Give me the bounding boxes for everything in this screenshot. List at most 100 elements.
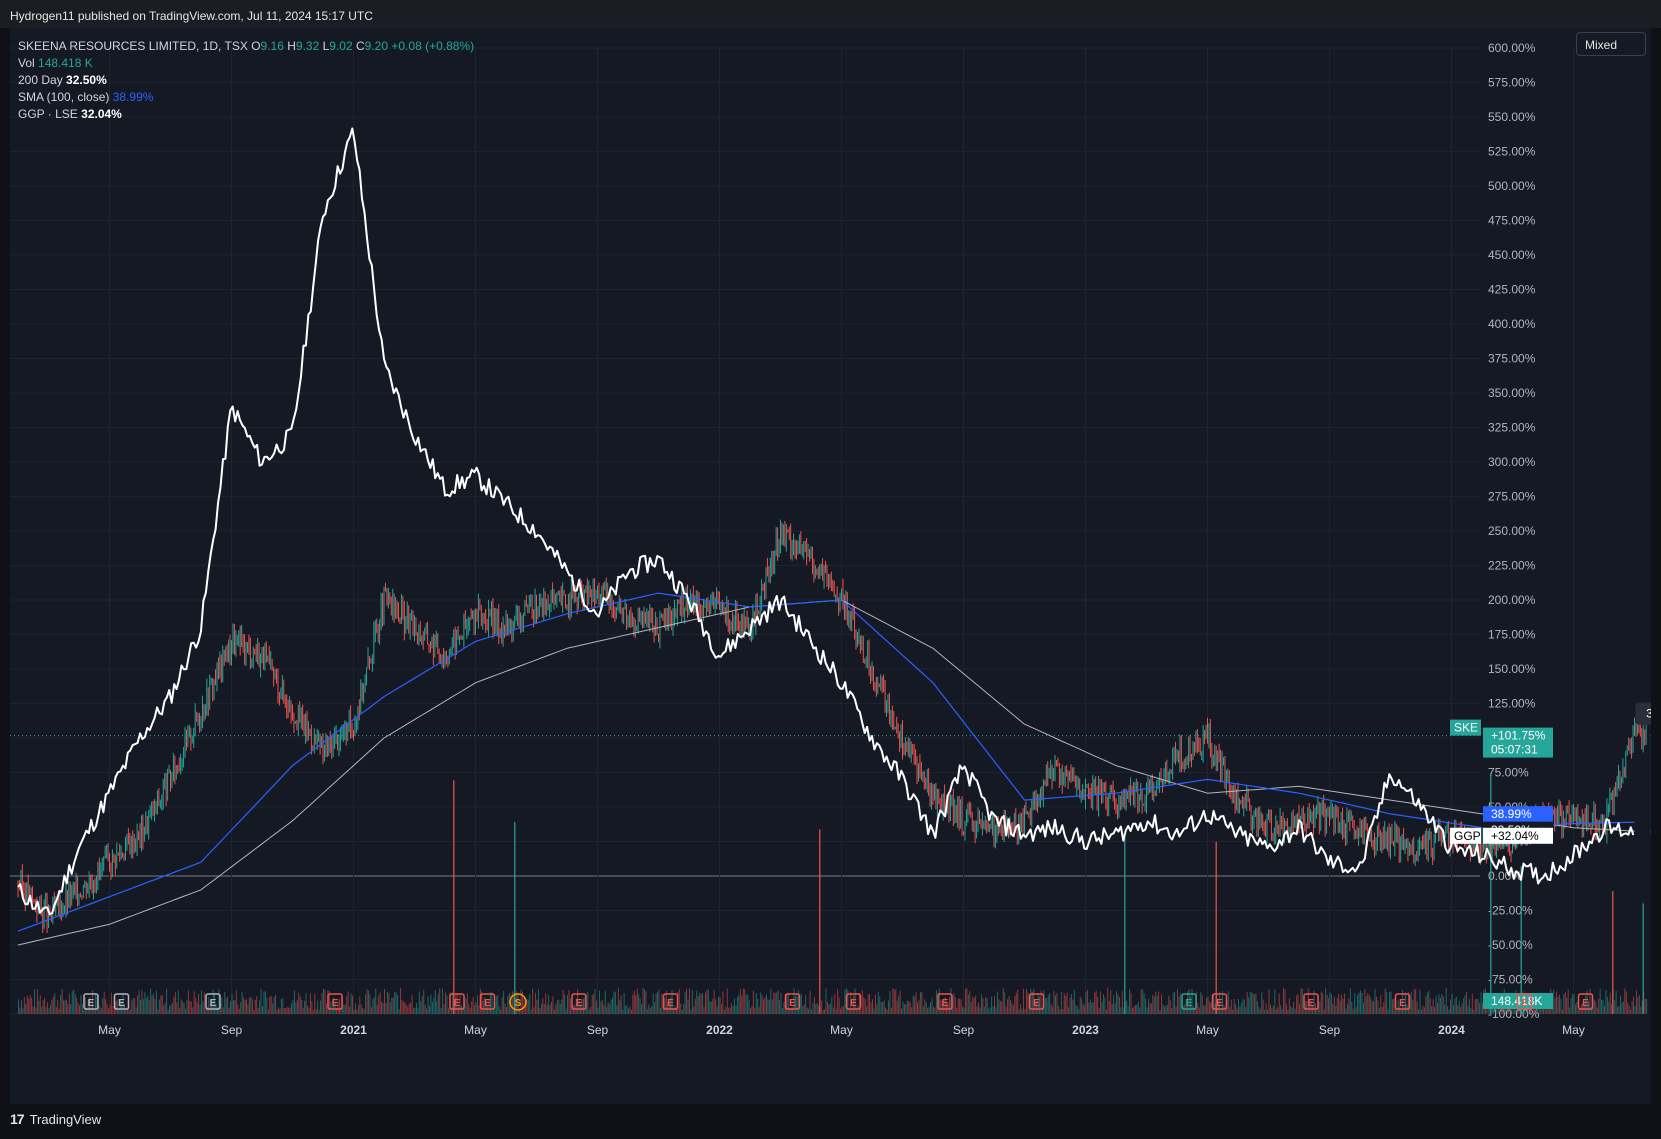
volume-bar (760, 992, 762, 1014)
volume-bar (141, 990, 143, 1014)
volume-bar (646, 1009, 648, 1014)
volume-bar (1464, 995, 1466, 1014)
volume-bar (1418, 1009, 1420, 1014)
y-tick-label: 300.00% (1488, 455, 1536, 469)
volume-bar (1089, 999, 1091, 1014)
volume-bar (1316, 1009, 1318, 1014)
volume-bar (63, 1000, 65, 1014)
legend-ggp-row[interactable]: GGP · LSE 32.04% (18, 106, 474, 123)
volume-bar (590, 1006, 592, 1014)
volume-bar (70, 1004, 72, 1014)
volume-bar (569, 998, 571, 1014)
legend-ma200-value: 32.50% (66, 73, 107, 87)
volume-bar (174, 991, 176, 1014)
volume-bar (340, 1009, 342, 1014)
volume-bar (414, 1007, 416, 1014)
volume-bar (587, 991, 589, 1014)
volume-bar (103, 991, 105, 1014)
volume-bar (899, 990, 901, 1014)
event-label: E (789, 998, 796, 1009)
volume-bar (1341, 994, 1343, 1014)
volume-bar (1020, 1004, 1022, 1014)
volume-bar (231, 993, 233, 1014)
volume-bar (1320, 991, 1322, 1014)
volume-bar (1370, 997, 1372, 1014)
volume-bar (925, 1002, 927, 1014)
volume-bar (244, 999, 246, 1014)
legend-sma-row[interactable]: SMA (100, close) 38.99% (18, 89, 474, 106)
volume-bar (182, 1001, 184, 1014)
volume-bar (395, 991, 397, 1014)
event-label: S (515, 998, 522, 1009)
event-earnings-marker (571, 993, 587, 1010)
volume-bar (116, 999, 118, 1014)
volume-bar (1156, 995, 1158, 1014)
volume-bar (1399, 1006, 1401, 1014)
volume-bar (892, 988, 894, 1014)
volume-bar (1529, 1008, 1531, 1014)
legend-volume-row[interactable]: Vol 148.418 K (18, 55, 474, 72)
volume-bar (989, 1007, 991, 1014)
y-tick-label: 275.00% (1488, 490, 1536, 504)
volume-bar (973, 997, 975, 1014)
volume-bar (828, 1004, 830, 1014)
volume-bar (1471, 993, 1473, 1014)
legend-o-label: O (251, 39, 261, 53)
legend-symbol[interactable]: SKEENA RESOURCES LIMITED, 1D, TSX (18, 39, 248, 53)
volume-bar (1574, 1004, 1576, 1014)
volume-last-text: 148.418K (1491, 994, 1542, 1008)
volume-bar (171, 1003, 173, 1014)
volume-bar (1283, 988, 1285, 1014)
volume-bar (93, 1009, 95, 1014)
volume-bar (889, 991, 891, 1014)
volume-bar (39, 995, 41, 1014)
volume-bar (712, 998, 714, 1014)
volume-bar (689, 988, 690, 1014)
volume-bar (1470, 1007, 1472, 1014)
volume-bar (1014, 996, 1016, 1014)
volume-bar (513, 992, 515, 1014)
volume-bar (578, 1000, 580, 1014)
volume-bar (697, 996, 699, 1014)
event-earnings-marker (113, 993, 130, 1010)
volume-bar (947, 1002, 949, 1014)
volume-bar (1163, 1006, 1165, 1014)
volume-bar (1644, 998, 1646, 1014)
price-label-text: +32.04% (1491, 829, 1539, 843)
footer-brand[interactable]: 17 TradingView (10, 1111, 101, 1127)
legend-h-value: 9.32 (295, 39, 320, 53)
scale-mode-button[interactable]: Mixed (1576, 32, 1646, 56)
price-chart[interactable]: 600.00% 575.00% 550.00% 525.00% 500.00% 475.0… (10, 28, 1651, 1104)
volume-bar (1611, 1003, 1613, 1014)
legend-ma200-row[interactable]: 200 Day 32.50% (18, 72, 474, 89)
volume-bar (378, 995, 380, 1014)
volume-bar (540, 1003, 542, 1014)
volume-bar (848, 1009, 850, 1014)
volume-bar (517, 994, 519, 1014)
event-label: E (667, 998, 674, 1009)
volume-bar (125, 1008, 127, 1014)
volume-bar (585, 1008, 587, 1014)
volume-bar (1152, 994, 1154, 1014)
volume-bar (1426, 992, 1428, 1014)
volume-bar (597, 1007, 599, 1014)
volume-bar (536, 999, 538, 1014)
volume-bar (296, 999, 298, 1014)
volume-bar (975, 995, 977, 1014)
volume-bar (967, 994, 969, 1014)
volume-bar (1563, 994, 1565, 1014)
volume-bar (902, 1001, 904, 1014)
volume-bar (471, 1001, 473, 1014)
volume-bar (1251, 992, 1253, 1014)
volume-bar (1150, 1003, 1152, 1014)
volume-bar (1012, 1004, 1014, 1014)
volume-bar (1448, 1009, 1450, 1014)
volume-bar (344, 1004, 346, 1014)
volume-bar (1435, 995, 1437, 1014)
volume-spike (1612, 891, 1614, 1014)
volume-bar (623, 993, 625, 1014)
volume-bar (620, 995, 622, 1014)
volume-bar (1114, 1003, 1116, 1014)
volume-bar (604, 990, 606, 1014)
volume-bar (1538, 1006, 1540, 1014)
